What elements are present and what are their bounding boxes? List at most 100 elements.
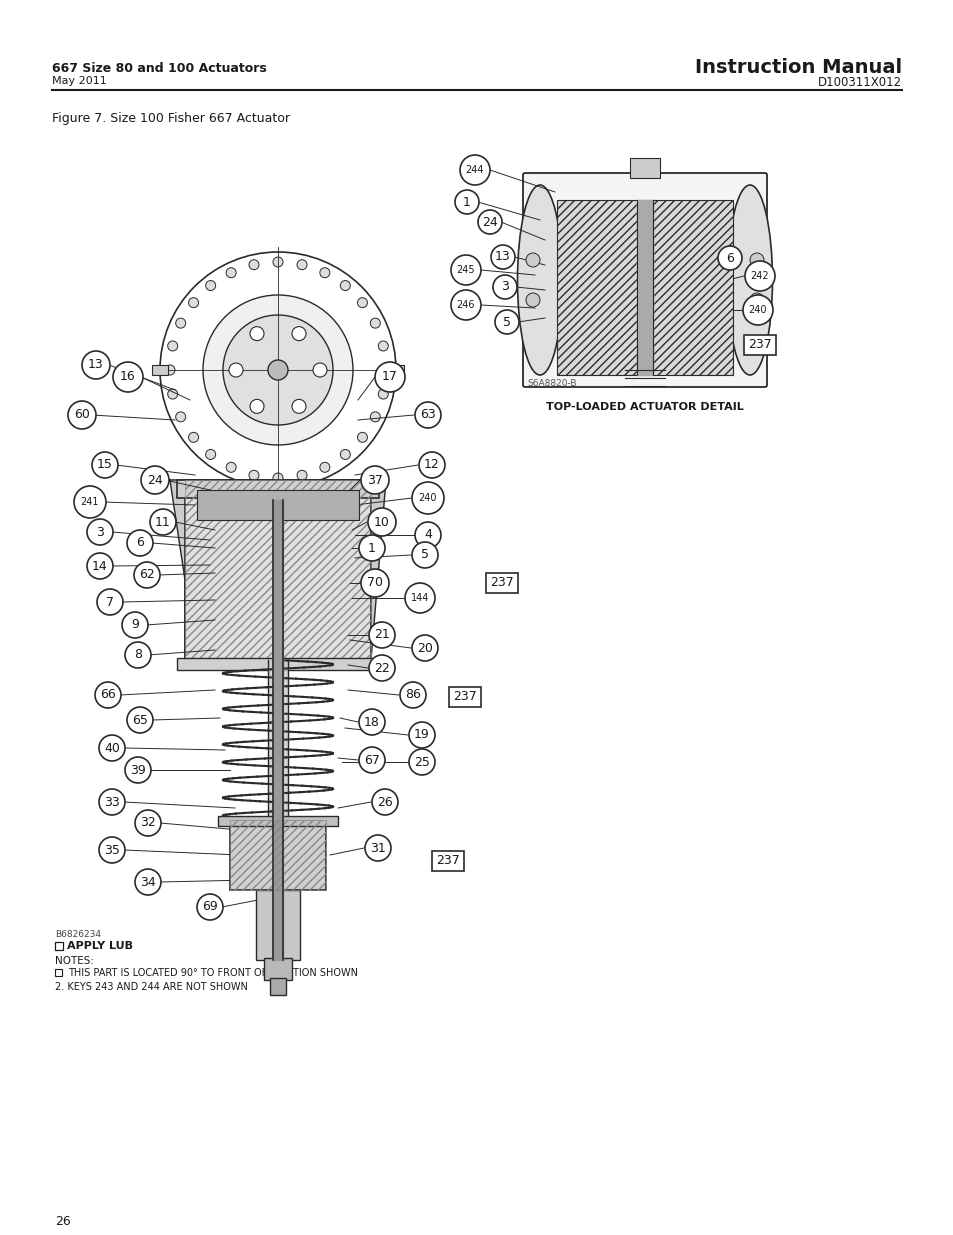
FancyBboxPatch shape bbox=[55, 969, 62, 976]
Circle shape bbox=[749, 293, 763, 308]
Text: 240: 240 bbox=[748, 305, 766, 315]
Text: 237: 237 bbox=[747, 338, 771, 352]
Circle shape bbox=[135, 869, 161, 895]
Text: 70: 70 bbox=[367, 577, 382, 589]
Circle shape bbox=[409, 722, 435, 748]
Text: 2. KEYS 243 AND 244 ARE NOT SHOWN: 2. KEYS 243 AND 244 ARE NOT SHOWN bbox=[55, 982, 248, 992]
Circle shape bbox=[742, 295, 772, 325]
Text: 26: 26 bbox=[55, 1215, 71, 1228]
Text: 13: 13 bbox=[495, 251, 511, 263]
Text: Instruction Manual: Instruction Manual bbox=[694, 58, 901, 77]
Text: 10: 10 bbox=[374, 515, 390, 529]
FancyBboxPatch shape bbox=[177, 658, 378, 671]
Circle shape bbox=[493, 275, 517, 299]
Circle shape bbox=[451, 290, 480, 320]
Circle shape bbox=[360, 569, 389, 597]
Circle shape bbox=[370, 319, 380, 329]
Circle shape bbox=[370, 411, 380, 422]
Circle shape bbox=[250, 399, 264, 414]
FancyBboxPatch shape bbox=[629, 158, 659, 178]
Circle shape bbox=[95, 682, 121, 708]
Circle shape bbox=[319, 268, 330, 278]
Circle shape bbox=[358, 709, 385, 735]
Text: 6: 6 bbox=[136, 536, 144, 550]
Text: 31: 31 bbox=[370, 841, 385, 855]
Circle shape bbox=[250, 326, 264, 341]
Text: 12: 12 bbox=[424, 458, 439, 472]
Circle shape bbox=[368, 508, 395, 536]
Circle shape bbox=[718, 246, 741, 270]
Circle shape bbox=[369, 655, 395, 680]
Text: B6826234: B6826234 bbox=[55, 930, 101, 939]
FancyBboxPatch shape bbox=[522, 173, 766, 387]
Text: 246: 246 bbox=[456, 300, 475, 310]
Circle shape bbox=[87, 519, 112, 545]
Circle shape bbox=[525, 253, 539, 267]
Text: 11: 11 bbox=[155, 515, 171, 529]
Text: 241: 241 bbox=[81, 496, 99, 508]
Text: May 2011: May 2011 bbox=[52, 77, 107, 86]
Circle shape bbox=[744, 261, 774, 291]
Polygon shape bbox=[348, 480, 386, 659]
Text: 40: 40 bbox=[104, 741, 120, 755]
Circle shape bbox=[223, 315, 333, 425]
Circle shape bbox=[409, 748, 435, 776]
Circle shape bbox=[455, 190, 478, 214]
Circle shape bbox=[273, 473, 283, 483]
Circle shape bbox=[175, 411, 186, 422]
Circle shape bbox=[365, 835, 391, 861]
FancyBboxPatch shape bbox=[557, 200, 732, 375]
Circle shape bbox=[357, 432, 367, 442]
Text: 15: 15 bbox=[97, 458, 112, 472]
Text: 33: 33 bbox=[104, 795, 120, 809]
Circle shape bbox=[141, 466, 169, 494]
Circle shape bbox=[125, 757, 151, 783]
Circle shape bbox=[412, 635, 437, 661]
Circle shape bbox=[296, 259, 307, 269]
Circle shape bbox=[380, 366, 391, 375]
Text: 37: 37 bbox=[367, 473, 382, 487]
Text: NOTES:: NOTES: bbox=[55, 956, 94, 966]
Text: 62: 62 bbox=[139, 568, 154, 582]
Text: 8: 8 bbox=[133, 648, 142, 662]
Text: 66: 66 bbox=[100, 688, 115, 701]
Text: 1: 1 bbox=[462, 195, 471, 209]
Circle shape bbox=[477, 210, 501, 233]
Text: 244: 244 bbox=[465, 165, 484, 175]
Ellipse shape bbox=[517, 185, 562, 375]
Circle shape bbox=[358, 535, 385, 561]
Circle shape bbox=[226, 268, 236, 278]
Circle shape bbox=[451, 254, 480, 285]
Text: 19: 19 bbox=[414, 729, 430, 741]
Ellipse shape bbox=[727, 185, 772, 375]
Circle shape bbox=[749, 253, 763, 267]
Circle shape bbox=[313, 363, 327, 377]
Text: APPLY LUB: APPLY LUB bbox=[67, 941, 132, 951]
FancyBboxPatch shape bbox=[388, 366, 403, 375]
FancyBboxPatch shape bbox=[185, 480, 371, 659]
Text: 1: 1 bbox=[368, 541, 375, 555]
Text: 32: 32 bbox=[140, 816, 155, 830]
Text: 25: 25 bbox=[414, 756, 430, 768]
Text: 20: 20 bbox=[416, 641, 433, 655]
Circle shape bbox=[82, 351, 110, 379]
Circle shape bbox=[357, 298, 367, 308]
Text: 39: 39 bbox=[130, 763, 146, 777]
Text: 5: 5 bbox=[420, 548, 429, 562]
FancyBboxPatch shape bbox=[152, 366, 168, 375]
Text: 7: 7 bbox=[106, 595, 113, 609]
Text: 16: 16 bbox=[120, 370, 135, 384]
Circle shape bbox=[127, 530, 152, 556]
FancyBboxPatch shape bbox=[218, 816, 337, 826]
Text: 17: 17 bbox=[381, 370, 397, 384]
Circle shape bbox=[319, 462, 330, 472]
Text: 67: 67 bbox=[364, 753, 379, 767]
FancyBboxPatch shape bbox=[55, 942, 63, 950]
Text: 63: 63 bbox=[419, 409, 436, 421]
Circle shape bbox=[168, 389, 177, 399]
Circle shape bbox=[135, 810, 161, 836]
Circle shape bbox=[268, 359, 288, 380]
FancyBboxPatch shape bbox=[230, 820, 326, 890]
Text: 14: 14 bbox=[92, 559, 108, 573]
Circle shape bbox=[340, 450, 350, 459]
